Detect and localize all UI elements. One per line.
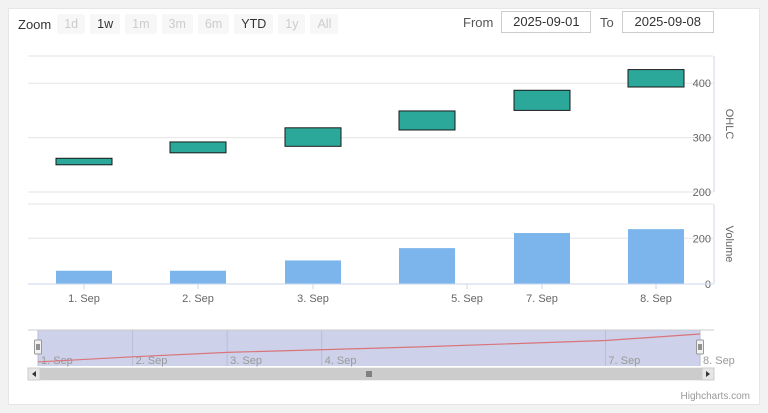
volume-bar [170,270,226,284]
volume-bar [514,233,570,284]
ohlc-candle [513,89,571,111]
to-date-input[interactable]: 2025-09-08 [621,11,714,33]
volume-bar [628,229,684,284]
x-axis-tick-label: 7. Sep [526,293,558,305]
volume-bar [285,260,341,284]
ohlc-axis-title: OHLC [723,109,735,140]
zoom-label: Zoom [18,16,52,32]
to-label: To [600,14,614,30]
ohlc-candle [55,157,113,166]
navigator-right-handle[interactable] [696,339,704,355]
x-axis-tick-label: 3. Sep [297,293,329,305]
to-group: To 2025-09-08 [600,11,714,33]
from-date-input[interactable]: 2025-09-01 [501,11,592,33]
chevron-left-icon [32,371,36,377]
range-button-all[interactable]: All [310,14,339,34]
x-axis-tick-label: 5. Sep [451,293,483,305]
x-axis-tick-label: 8. Sep [640,293,672,305]
range-button-1m[interactable]: 1m [125,14,157,34]
volume-tick-label: 200 [693,233,711,245]
navigator-tick-label: 3. Sep [230,355,262,367]
handle-body [696,339,704,355]
chevron-right-icon [706,371,710,377]
ohlc-candle [169,141,227,154]
ohlc-candle [284,127,342,147]
scroll-left-arrow[interactable] [27,367,41,381]
range-button-3m[interactable]: 3m [161,14,193,34]
ohlc-tick-label: 200 [693,187,711,199]
navigator-tick-label: 4. Sep [325,355,357,367]
volume-axis-title: Volume [723,226,735,263]
navigator-tick-label: 8. Sep [703,355,735,367]
x-axis-tick-label: 2. Sep [182,293,214,305]
ohlc-candle [627,69,685,88]
navigator-tick-label: 2. Sep [136,355,168,367]
credits-link[interactable]: Highcharts.com [680,391,750,402]
volume-tick-label: 0 [705,279,711,291]
navigator-left-handle[interactable] [34,339,42,355]
from-group: From 2025-09-01 [463,11,592,33]
range-button-1w[interactable]: 1w [90,14,121,34]
navigator-series-line [37,333,701,363]
from-label: From [463,14,494,30]
range-button-1y[interactable]: 1y [278,14,306,34]
range-button-6m[interactable]: 6m [197,14,230,34]
volume-bar [56,270,112,284]
range-button-1d[interactable]: 1d [57,14,86,34]
range-buttons: 1d 1w 1m 3m 6m YTD 1y All [57,14,343,34]
range-button-ytd[interactable]: YTD [234,14,274,34]
range-selector: Zoom 1d 1w 1m 3m 6m YTD 1y All [18,14,343,34]
x-axis-tick-label: 1. Sep [68,293,100,305]
ohlc-candle [398,110,456,131]
volume-bar [399,248,455,284]
handle-body [34,339,42,355]
scroll-right-arrow[interactable] [701,367,715,381]
ohlc-tick-label: 400 [693,78,711,90]
ohlc-tick-label: 300 [693,133,711,145]
navigator-tick-label: 7. Sep [608,355,640,367]
